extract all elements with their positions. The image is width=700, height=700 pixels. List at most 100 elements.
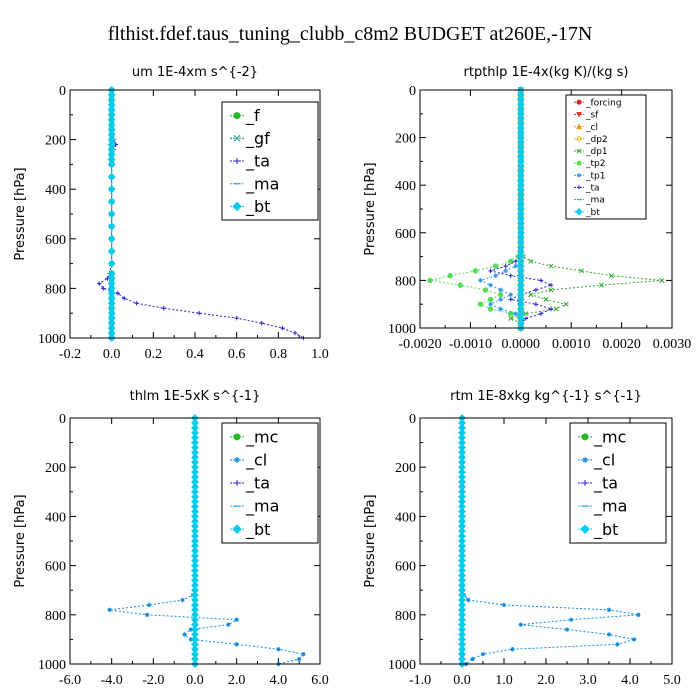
legend-label: _tp2 (585, 159, 605, 169)
data-point (259, 320, 264, 326)
x-tick-label: 1.0 (311, 347, 329, 362)
legend: _mc _cl _ta _ma _bt (569, 422, 667, 544)
data-point (538, 278, 544, 283)
legend-marker (234, 158, 240, 164)
x-tick-label: -2.0 (142, 673, 164, 688)
y-tick-label: 400 (45, 510, 66, 525)
data-point (548, 263, 554, 269)
legend: _mc _cl _ta _ma _bt (221, 422, 319, 544)
legend-marker (582, 480, 588, 486)
y-tick-label: 600 (395, 560, 416, 575)
chart-title: rtm 1E-8xkg kg^{-1} s^{-1} (450, 389, 642, 404)
data-point (472, 268, 479, 274)
data-point (115, 291, 121, 296)
series-line (429, 90, 522, 328)
legend-marker (582, 456, 588, 463)
data-point (107, 259, 116, 268)
data-point (480, 651, 486, 657)
y-tick-label: 800 (395, 609, 416, 624)
data-point (107, 185, 116, 194)
data-point (470, 656, 475, 662)
x-tick-label: -0.0010 (449, 337, 492, 352)
data-point (107, 234, 116, 243)
data-point (292, 330, 298, 336)
data-point (508, 273, 513, 278)
x-tick-label: 0.0020 (602, 337, 641, 352)
y-tick-label: 400 (395, 179, 416, 194)
y-tick-label: 0 (59, 412, 66, 427)
data-point (101, 286, 106, 291)
legend-label: _ta (245, 474, 270, 494)
series-bt (107, 86, 116, 342)
y-tick-label: 800 (45, 609, 66, 624)
x-tick-label: 0.2 (145, 347, 163, 362)
plot-frame (69, 89, 321, 339)
data-point (234, 617, 239, 622)
y-tick-label: 200 (395, 461, 416, 476)
x-tick-label: 0.4 (186, 347, 204, 362)
x-tick-label: 6.0 (311, 673, 329, 688)
plot-frame (419, 417, 673, 665)
data-point (563, 301, 569, 307)
x-tick-label: 0.0010 (552, 337, 591, 352)
legend-label: _cl (585, 123, 598, 133)
data-point (226, 622, 231, 627)
data-point (107, 197, 116, 206)
y-axis-label: Pressure [hPa] (13, 167, 28, 260)
data-point (107, 172, 116, 181)
data-point (146, 602, 152, 608)
legend-label: _mc (245, 427, 278, 447)
data-point (487, 296, 494, 303)
data-point (508, 315, 514, 322)
x-tick-label: 2.0 (537, 673, 555, 688)
data-point (548, 282, 554, 288)
data-point (492, 263, 499, 269)
series-bt (458, 414, 466, 668)
data-point (182, 632, 187, 637)
y-tick-label: 800 (45, 282, 66, 297)
x-tick-label: 0.0 (186, 673, 204, 688)
legend-marker (234, 456, 240, 463)
x-tick-label: 2.0 (228, 673, 246, 688)
data-point (107, 247, 116, 256)
data-point (498, 297, 503, 302)
data-point (144, 612, 150, 617)
data-point (513, 311, 518, 316)
x-tick-label: 3.0 (579, 673, 597, 688)
data-point (447, 272, 453, 279)
y-tick-label: 600 (45, 233, 66, 248)
data-point (234, 642, 239, 647)
y-tick-label: 1000 (388, 658, 416, 673)
y-tick-label: 0 (59, 84, 66, 99)
legend-marker (233, 112, 241, 120)
chart-title: thlm 1E-5xK s^{-1} (130, 389, 261, 404)
legend-label: _gf (245, 129, 270, 149)
data-point (487, 306, 494, 312)
legend-marker (576, 160, 582, 166)
legend-label: _tp1 (585, 171, 605, 181)
legend-marker (576, 136, 582, 142)
legend-label: _ta (585, 184, 600, 194)
legend-label: _bt (245, 520, 270, 540)
data-point (134, 301, 139, 306)
data-point (161, 306, 166, 311)
data-point (498, 306, 503, 312)
x-tick-label: 0.0 (453, 673, 471, 688)
legend-label: _forcing (585, 98, 622, 108)
data-point (493, 273, 498, 278)
data-point (538, 311, 544, 316)
legend-marker (577, 185, 581, 190)
x-tick-label: 1.0 (495, 673, 513, 688)
legend-label: _ma (245, 174, 279, 194)
legend-label: _ma (585, 196, 605, 206)
x-tick-label: 0.8 (270, 347, 288, 362)
data-point (608, 273, 615, 279)
x-tick-label: 0.6 (228, 347, 246, 362)
data-point (107, 222, 116, 231)
y-tick-label: 1000 (38, 658, 66, 673)
legend-marker (232, 524, 242, 534)
y-tick-label: 800 (395, 274, 416, 289)
chart-panel-2: rtpthlp 1E-4x(kg K)/(kg s) Pressure [hPa]… (363, 65, 691, 352)
x-tick-label: 4.0 (621, 673, 639, 688)
